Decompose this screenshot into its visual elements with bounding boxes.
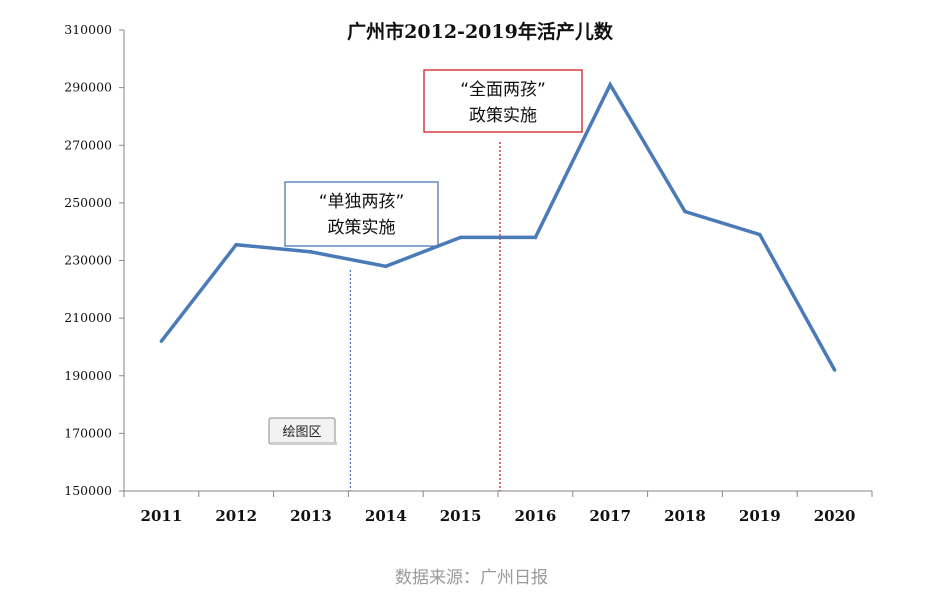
tooltip-text: 绘图区 [282,425,321,440]
x-tick-label: 2011 [141,507,183,525]
data-point [608,82,612,87]
annotation-box [423,69,583,133]
y-tick-label: 210000 [64,310,112,325]
data-point [758,232,762,237]
data-point [309,250,313,254]
x-tick-label: 2014 [365,507,407,525]
x-tick-label: 2015 [440,507,482,525]
x-tick-label: 2017 [589,507,631,525]
plot-area-tooltip: 绘图区 [268,417,337,445]
y-tick-label: 310000 [64,22,112,37]
y-tick-label: 230000 [64,253,112,268]
x-tick-label: 2018 [664,507,706,525]
axes: 150000 170000 190000 210000 230000 250000 2700… [64,22,873,525]
series-line [160,81,837,371]
annotation-line2: 政策实施 [469,106,537,126]
series [159,81,837,372]
annotations: “单独两孩” 政策实施 “全面两孩” 政策实施 [284,69,583,491]
data-point [832,368,837,372]
data-point [159,339,164,343]
y-tick-label: 190000 [64,368,112,383]
x-tick-label: 2020 [814,507,856,525]
y-tick-label: 290000 [64,80,112,95]
y-tick-label: 270000 [64,137,112,152]
data-point [234,242,238,247]
source-caption: 数据来源：广州日报 [395,568,548,588]
y-tick-label: 250000 [64,195,112,210]
x-tick-label: 2016 [515,507,557,525]
line-chart: 广州市2012-2019年活产儿数 150000 170000 190000 2100… [64,20,873,525]
annotation-line1: “单独两孩” [319,192,405,212]
chart-title: 广州市2012-2019年活产儿数 [347,20,614,43]
y-tick-label: 170000 [64,425,112,440]
data-point [458,235,463,240]
annotation-box [284,181,439,247]
annotation-line2: 政策实施 [328,218,396,238]
x-tick-label: 2019 [739,507,781,525]
data-point [384,264,388,269]
x-tick-label: 2012 [215,507,257,525]
data-point [683,209,687,214]
annotation-line1: “全面两孩” [460,80,546,100]
data-point [533,235,538,240]
y-tick-label: 150000 [64,483,112,498]
x-tick-label: 2013 [290,507,332,525]
